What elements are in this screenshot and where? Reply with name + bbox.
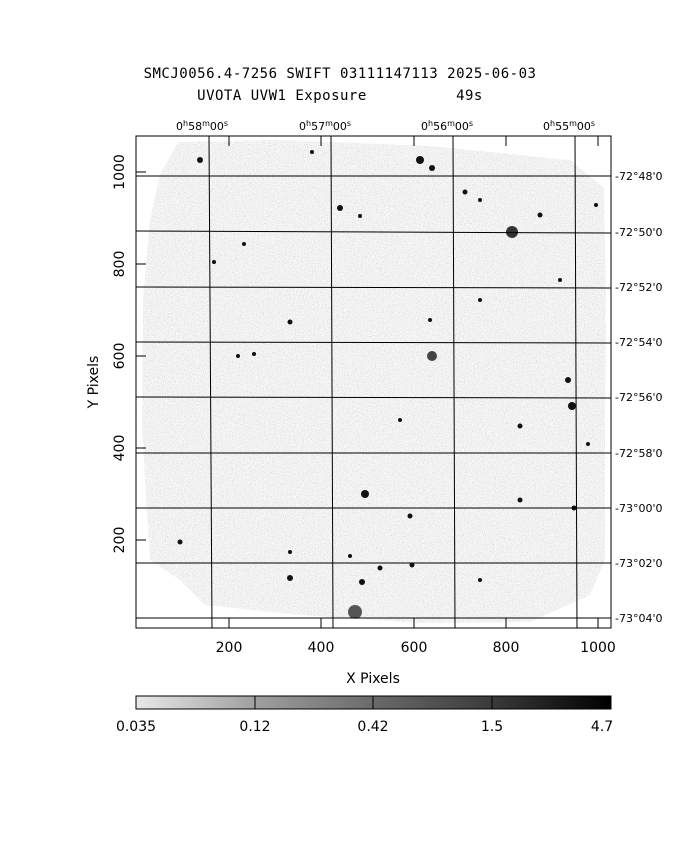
x-tick-labels: 200 400 600 800 1000	[216, 640, 616, 656]
dec-label: -72°48'0	[615, 170, 663, 183]
colorbar-label: 0.12	[239, 719, 270, 735]
exposure-field	[142, 140, 606, 623]
x-axis-ticks	[228, 136, 599, 628]
dec-label: -72°54'0	[615, 336, 663, 349]
colorbar-labels: 0.035 0.12 0.42 1.5 4.7	[116, 719, 613, 735]
dec-labels: -72°48'0 -72°50'0 -72°52'0 -72°54'0 -72°…	[615, 170, 663, 625]
colorbar-ticks	[254, 696, 493, 709]
dec-label: -72°52'0	[615, 281, 663, 294]
x-tick-label: 400	[308, 640, 335, 656]
ra-label: 0h57m00s	[299, 119, 351, 133]
x-tick-label: 1000	[580, 640, 616, 656]
dec-label: -72°50'0	[615, 226, 663, 239]
image-title-line2: UVOTA UVW1 Exposure 49s	[197, 88, 483, 104]
ra-label: 0h56m00s	[421, 119, 473, 133]
y-tick-label: 200	[112, 527, 128, 554]
y-axis-title: Y Pixels	[86, 356, 102, 410]
colorbar-label: 4.7	[591, 719, 613, 735]
x-tick-label: 800	[493, 640, 520, 656]
plot-frame	[135, 135, 612, 629]
colorbar-label: 0.035	[116, 719, 156, 735]
y-tick-label: 1000	[112, 154, 128, 190]
colorbar-label: 1.5	[481, 719, 503, 735]
y-tick-label: 800	[112, 251, 128, 278]
image-title-line1: SMCJ0056.4-7256 SWIFT 03111147113 2025-0…	[143, 66, 537, 82]
ra-labels: 0h58m00s 0h57m00s 0h56m00s 0h55m00s	[176, 119, 595, 133]
dec-label: -72°58'0	[615, 447, 663, 460]
y-tick-labels: 200 400 600 800 1000	[112, 154, 128, 553]
x-axis-title: X Pixels	[346, 671, 400, 687]
coordinate-grid	[135, 135, 612, 629]
dec-label: -72°56'0	[615, 391, 663, 404]
ra-label: 0h55m00s	[543, 119, 595, 133]
point-sources	[177, 150, 598, 619]
x-tick-label: 600	[401, 640, 428, 656]
dec-label: -73°02'0	[615, 557, 663, 570]
y-axis-ticks	[136, 171, 146, 541]
x-tick-label: 200	[216, 640, 243, 656]
dec-label: -73°00'0	[615, 502, 663, 515]
ra-label: 0h58m00s	[176, 119, 228, 133]
colorbar-label: 0.42	[357, 719, 388, 735]
dec-label: -73°04'0	[615, 612, 663, 625]
y-tick-label: 400	[112, 435, 128, 462]
y-tick-label: 600	[112, 343, 128, 370]
